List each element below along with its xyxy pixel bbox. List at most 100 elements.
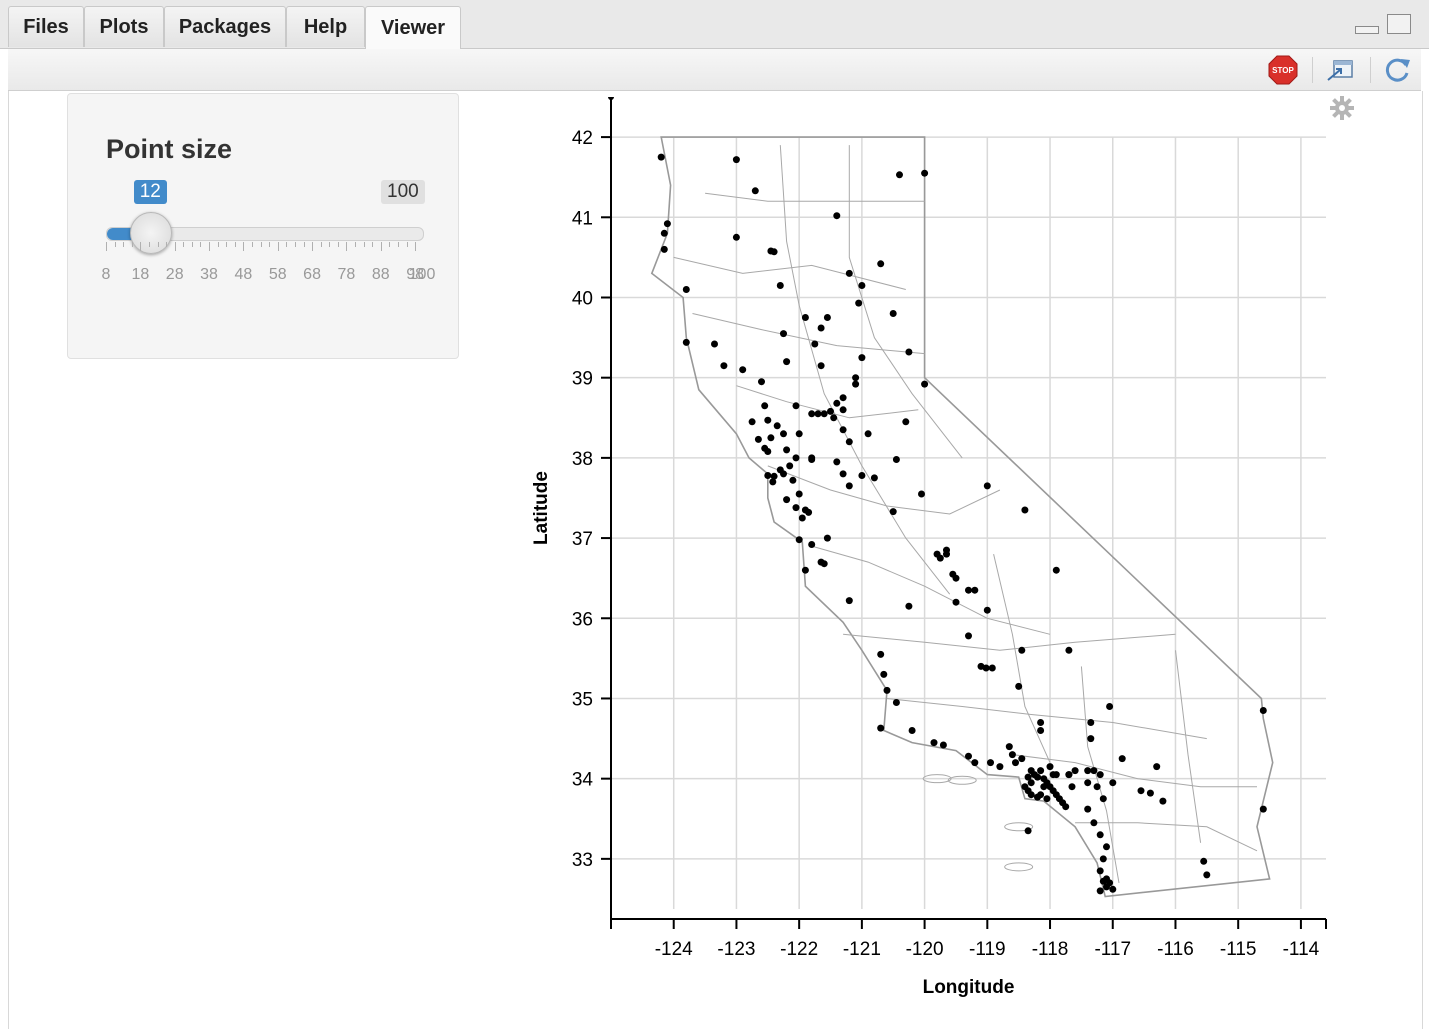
- y-tick-label: 36: [572, 609, 593, 630]
- x-tick-label: -118: [1032, 939, 1069, 960]
- stop-button[interactable]: STOP: [1268, 55, 1298, 85]
- data-point: [858, 282, 866, 289]
- data-point: [820, 560, 828, 568]
- data-point: [839, 470, 847, 478]
- county-boundary: [705, 192, 925, 202]
- y-axis-label: Latitude: [531, 471, 552, 545]
- tab-plots[interactable]: Plots: [84, 6, 164, 47]
- data-point: [845, 269, 853, 277]
- slider-tick: [269, 242, 271, 247]
- pane-tabbar: Files Plots Packages Help Viewer: [0, 0, 1429, 49]
- slider-handle[interactable]: [129, 212, 172, 254]
- data-point: [1090, 819, 1098, 827]
- tab-files[interactable]: Files: [8, 6, 84, 47]
- data-point: [1071, 767, 1079, 775]
- maximize-icon[interactable]: [1387, 14, 1411, 34]
- slider-grid-label: 38: [200, 266, 218, 283]
- y-tick-label: 34: [572, 770, 594, 791]
- data-point: [792, 454, 800, 462]
- data-point: [996, 763, 1004, 771]
- data-point: [783, 446, 791, 454]
- slider-track[interactable]: [106, 227, 424, 241]
- data-point: [965, 752, 972, 760]
- data-point: [1096, 887, 1104, 895]
- data-point: [1027, 779, 1035, 787]
- data-point: [1087, 735, 1095, 743]
- tab-help[interactable]: Help: [286, 6, 365, 47]
- x-tick-label: -117: [1094, 939, 1131, 960]
- slider-grid-label: 18: [131, 266, 150, 283]
- y-axis-end-marker: [608, 97, 614, 100]
- data-point: [751, 187, 759, 195]
- popout-button[interactable]: [1326, 55, 1356, 85]
- data-point: [905, 348, 913, 356]
- data-point: [814, 410, 822, 418]
- data-point: [1203, 871, 1211, 879]
- data-point: [1096, 831, 1104, 839]
- minimize-icon[interactable]: [1355, 26, 1379, 34]
- y-tick-label: 33: [572, 850, 593, 871]
- slider-tick: [157, 242, 159, 247]
- data-point: [1037, 791, 1045, 799]
- data-point: [988, 664, 996, 672]
- data-point: [892, 456, 900, 463]
- california-map: [650, 136, 1274, 898]
- data-point: [780, 470, 787, 478]
- island-outline: [1004, 822, 1034, 832]
- data-point: [682, 286, 690, 293]
- data-point: [858, 472, 866, 479]
- data-point: [1012, 759, 1019, 767]
- slider-tick: [294, 242, 296, 247]
- data-point: [764, 472, 772, 479]
- scatter-plot[interactable]: -124 -123 -122 -121 -120 -119 -118 -117 -116 -115…: [529, 97, 1409, 1017]
- data-point: [1109, 779, 1117, 787]
- slider-tick: [148, 242, 150, 247]
- gear-button[interactable]: [1329, 95, 1355, 126]
- data-point: [761, 402, 769, 410]
- data-point: [830, 414, 838, 422]
- slider-grid-label: 88: [371, 266, 390, 283]
- data-point: [930, 739, 938, 747]
- data-point: [711, 340, 718, 348]
- data-point: [808, 410, 816, 418]
- data-point: [773, 422, 781, 430]
- data-point: [739, 366, 747, 374]
- data-point: [921, 380, 929, 388]
- data-point: [801, 314, 809, 321]
- data-point: [660, 245, 668, 253]
- data-point: [952, 574, 960, 582]
- data-point: [982, 664, 990, 672]
- county-boundary: [993, 553, 1051, 763]
- data-point: [1099, 855, 1107, 863]
- x-tick-label: -122: [780, 939, 818, 960]
- tab-packages[interactable]: Packages: [164, 6, 286, 47]
- data-point: [858, 354, 866, 362]
- viewer-toolbar: STOP: [8, 49, 1421, 91]
- data-point: [1015, 682, 1023, 690]
- slider-tick: [320, 242, 322, 247]
- gear-icon: [1330, 96, 1354, 120]
- data-point: [770, 248, 778, 256]
- data-point: [1093, 783, 1101, 791]
- data-point: [786, 462, 794, 470]
- data-point: [820, 410, 828, 418]
- data-point: [1049, 771, 1057, 779]
- tab-viewer[interactable]: Viewer: [365, 6, 461, 49]
- data-point: [808, 454, 816, 462]
- slider-tick: [200, 242, 202, 247]
- data-point: [792, 504, 800, 512]
- slider-tick: [243, 242, 245, 251]
- county-boundary: [848, 145, 963, 459]
- slider-grid-label: 28: [165, 266, 184, 283]
- data-point: [792, 402, 800, 410]
- data-point: [767, 434, 775, 442]
- data-point: [1137, 787, 1145, 795]
- refresh-button[interactable]: [1382, 55, 1412, 85]
- island-outline: [947, 775, 977, 785]
- refresh-icon: [1385, 58, 1410, 82]
- slider-tick: [286, 242, 288, 247]
- slider-tick: [406, 242, 408, 247]
- data-point: [663, 220, 671, 228]
- county-boundary: [767, 465, 1001, 515]
- slider-grid-label: 100: [408, 266, 436, 283]
